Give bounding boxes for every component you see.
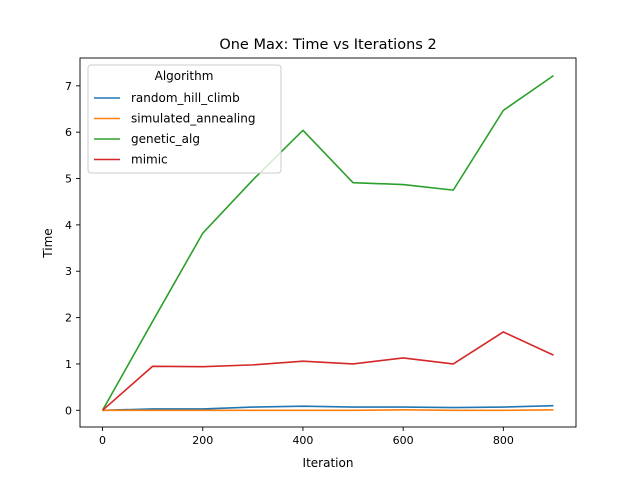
x-tick-label: 800: [493, 434, 514, 447]
x-tick-label: 0: [99, 434, 106, 447]
y-axis: 0 1 2 3 4 5 6 7: [65, 80, 80, 417]
plot-area: [101, 74, 554, 412]
y-tick-label: 6: [65, 126, 72, 139]
x-tick-label: 600: [393, 434, 414, 447]
y-tick-label: 1: [65, 358, 72, 371]
y-tick-label: 7: [65, 80, 72, 93]
x-tick-label: 400: [292, 434, 313, 447]
y-tick-label: 4: [65, 219, 72, 232]
y-tick-label: 0: [65, 404, 72, 417]
legend-label: genetic_alg: [131, 132, 200, 146]
series-line-random-hill-climb: [102, 404, 554, 412]
legend-label: simulated_annealing: [131, 112, 255, 126]
series-line-genetic-alg: [101, 74, 554, 411]
x-axis-label: Iteration: [303, 456, 354, 470]
legend-title: Algorithm: [155, 69, 214, 83]
y-tick-label: 3: [65, 265, 72, 278]
y-axis-label: Time: [41, 228, 55, 258]
chart-title: One Max: Time vs Iterations 2: [219, 37, 436, 53]
legend-box: [87, 64, 282, 174]
axes-frame: [79, 57, 577, 428]
y-tick-label: 2: [65, 312, 72, 325]
x-axis: 0 200 400 600 800: [99, 427, 514, 447]
legend-label: mimic: [131, 153, 168, 167]
legend: Algorithm random_hill_climb simulated_ann…: [87, 64, 282, 174]
x-tick-label: 200: [192, 434, 213, 447]
legend-label: random_hill_climb: [131, 91, 240, 105]
y-tick-label: 5: [65, 173, 72, 186]
series-line-mimic: [102, 331, 554, 411]
